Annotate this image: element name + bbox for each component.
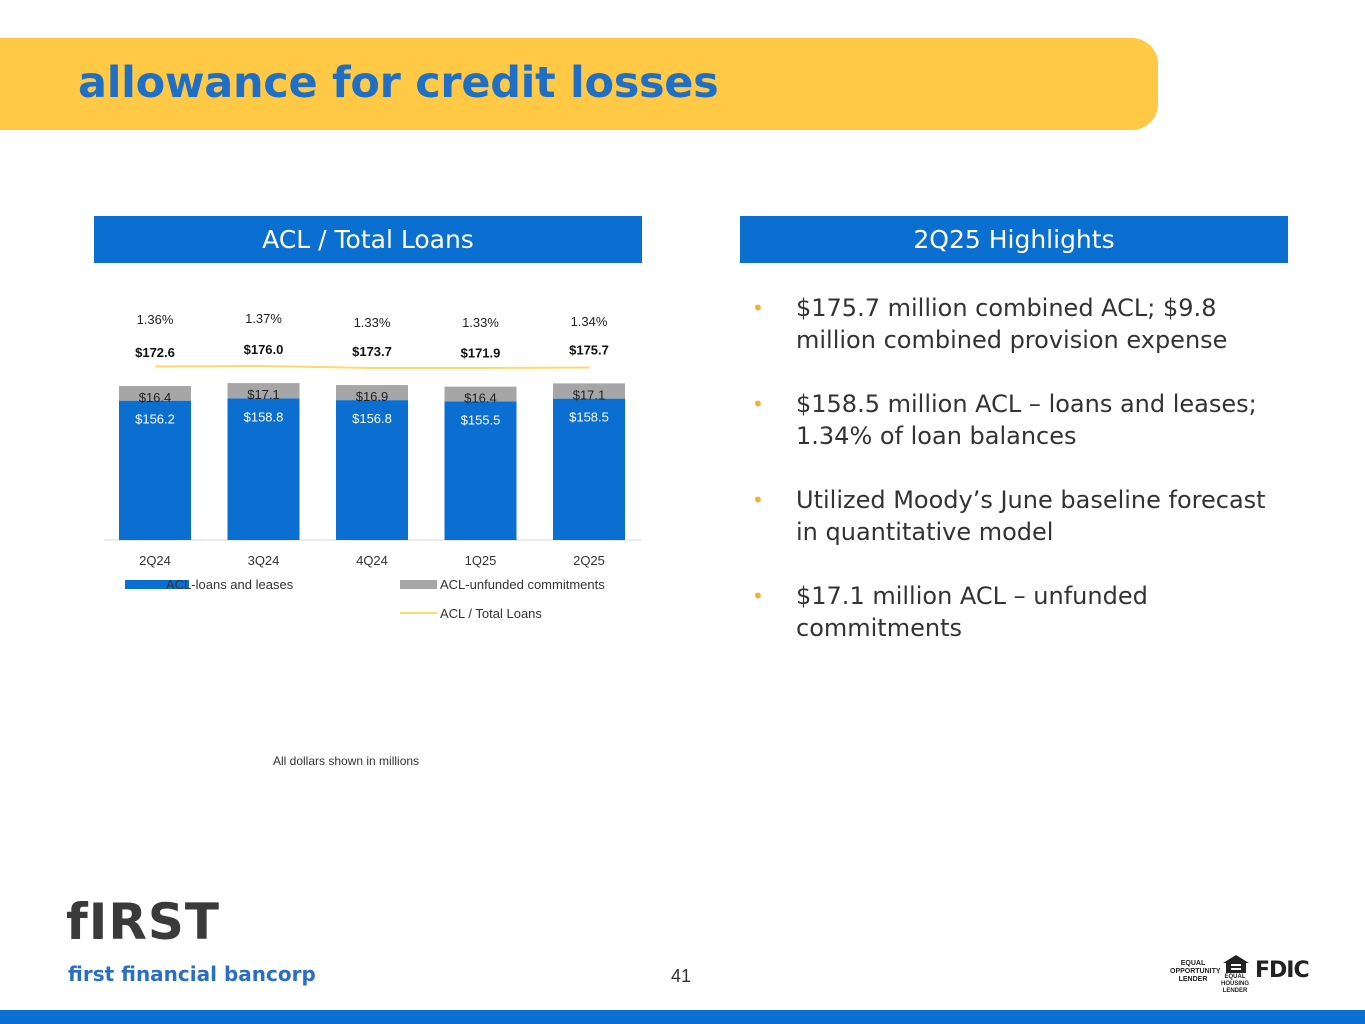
legend-label-ratio: ACL / Total Loans bbox=[440, 606, 542, 621]
acl-chart: $156.2 $16.4 $172.6 1.36% 2Q24 $158.8 $17.1 $17… bbox=[104, 311, 642, 621]
bar-label-loans: $158.8 bbox=[244, 409, 284, 424]
ratio-label: 1.34% bbox=[571, 314, 608, 329]
highlight-item: • $17.1 million ACL – unfunded commitment… bbox=[752, 580, 1282, 644]
bar-label-loans: $155.5 bbox=[461, 412, 501, 427]
chart-panel-header: ACL / Total Loans bbox=[94, 216, 642, 263]
legend-label-loans: ACL-loans and leases bbox=[166, 577, 294, 592]
bar-acl-loans bbox=[336, 400, 408, 540]
title-band bbox=[0, 38, 1158, 130]
highlight-text: $17.1 million ACL – unfunded commitments bbox=[796, 582, 1148, 642]
bar-acl-unfunded bbox=[119, 386, 191, 401]
bar-label-unfunded: $17.1 bbox=[573, 387, 606, 402]
bar-label-loans: $158.5 bbox=[569, 410, 609, 425]
highlight-item: • Utilized Moody’s June baseline forecast… bbox=[752, 484, 1282, 548]
footnote: All dollars shown in millions bbox=[273, 754, 420, 768]
bar-label-unfunded: $16.9 bbox=[356, 389, 389, 404]
legend-swatch-loans bbox=[125, 580, 189, 589]
bullet-icon: • bbox=[752, 488, 764, 512]
company-name: first financial bancorp bbox=[68, 962, 316, 986]
highlight-text: $175.7 million combined ACL; $9.8 millio… bbox=[796, 294, 1228, 354]
bullet-icon: • bbox=[752, 392, 764, 416]
equal-housing-lender-badge: EQUAL HOUSING LENDER bbox=[1220, 974, 1249, 994]
equal-opportunity-lender-badge: EQUAL OPPORTUNITY LENDER bbox=[1170, 960, 1221, 983]
bar-label-loans: $156.8 bbox=[352, 411, 392, 426]
equal-housing-icon bbox=[1223, 955, 1249, 973]
total-label: $173.7 bbox=[352, 344, 392, 359]
highlights-panel-header: 2Q25 Highlights bbox=[740, 216, 1288, 263]
bar-acl-unfunded bbox=[553, 383, 625, 399]
page-title: allowance for credit losses bbox=[78, 58, 719, 108]
highlights-list: • $175.7 million combined ACL; $9.8 milli… bbox=[752, 292, 1282, 676]
bar-acl-loans bbox=[227, 398, 300, 540]
ratio-label: 1.33% bbox=[354, 315, 391, 330]
bullet-icon: • bbox=[752, 584, 764, 608]
bar-label-loans: $156.2 bbox=[135, 412, 175, 427]
highlight-text: $158.5 million ACL – loans and leases; 1… bbox=[796, 390, 1257, 450]
total-label: $176.0 bbox=[244, 342, 284, 357]
x-tick-label: 2Q24 bbox=[139, 553, 171, 568]
total-label: $172.6 bbox=[135, 345, 175, 360]
ratio-line bbox=[154, 364, 590, 369]
bottom-bar bbox=[0, 1010, 1365, 1024]
x-tick-label: 1Q25 bbox=[465, 553, 497, 568]
x-tick-label: 3Q24 bbox=[248, 553, 280, 568]
bar-acl-loans bbox=[553, 398, 625, 540]
ratio-label: 1.37% bbox=[245, 311, 282, 326]
highlight-item: • $175.7 million combined ACL; $9.8 milli… bbox=[752, 292, 1282, 356]
legend-label-unfunded: ACL-unfunded commitments bbox=[440, 577, 605, 592]
first-logo: fIRST bbox=[66, 893, 220, 951]
x-tick-label: 4Q24 bbox=[356, 553, 388, 568]
bar-label-unfunded: $16.4 bbox=[139, 390, 172, 405]
bar-label-unfunded: $16.4 bbox=[464, 391, 497, 406]
bullet-icon: • bbox=[752, 296, 764, 320]
fdic-logo: FDIC bbox=[1255, 958, 1310, 983]
total-label: $175.7 bbox=[569, 342, 609, 357]
bar-acl-unfunded bbox=[444, 386, 517, 402]
bar-acl-unfunded bbox=[227, 383, 300, 399]
highlight-item: • $158.5 million ACL – loans and leases; … bbox=[752, 388, 1282, 452]
ratio-label: 1.33% bbox=[462, 315, 499, 330]
bar-acl-loans bbox=[119, 400, 191, 540]
bar-acl-loans bbox=[444, 401, 517, 540]
bar-acl-unfunded bbox=[336, 385, 408, 401]
ratio-label: 1.36% bbox=[137, 312, 174, 327]
page-number: 41 bbox=[671, 966, 692, 986]
total-label: $171.9 bbox=[461, 346, 501, 361]
legend-swatch-unfunded bbox=[400, 580, 437, 589]
x-tick-label: 2Q25 bbox=[573, 553, 605, 568]
bar-label-unfunded: $17.1 bbox=[247, 387, 280, 402]
highlight-text: Utilized Moody’s June baseline forecast … bbox=[796, 486, 1266, 546]
